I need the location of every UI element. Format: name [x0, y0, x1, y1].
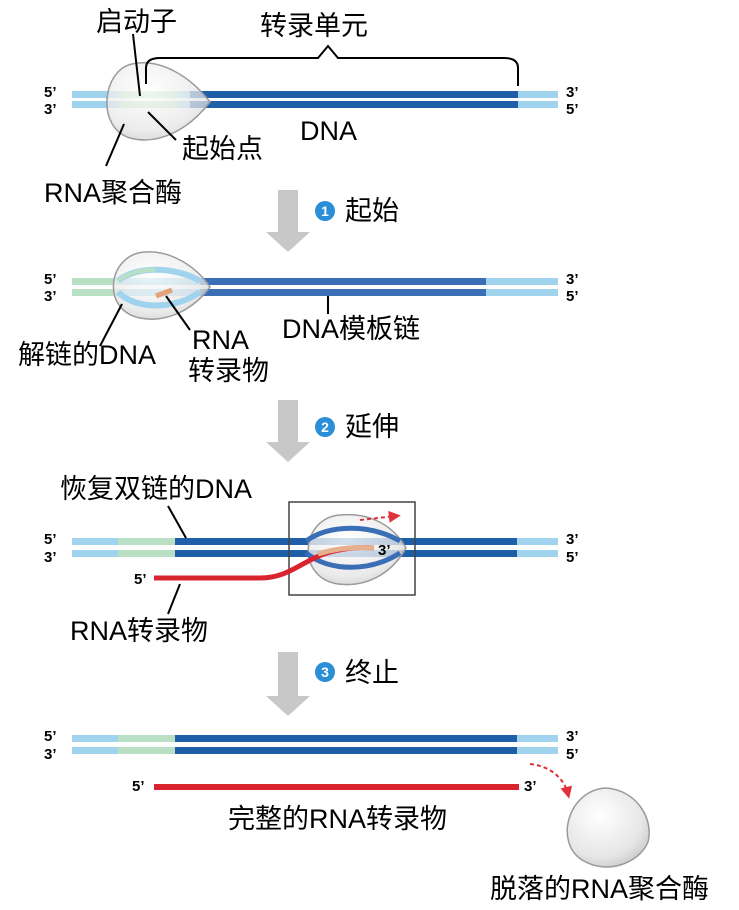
strand-end-3-top: 3’	[566, 728, 579, 745]
stage-termination: 5’ 3’ 完整的RNA转录物 脱落的RNA聚合酶 5’ 3’ 3’ 5’	[44, 728, 709, 904]
transcription-bubble	[304, 525, 402, 544]
transcription-unit-label: 转录单元	[260, 11, 368, 41]
stage-binding: 启动子 转录单元 起始点 DNA RNA聚合酶 5’ 3’ 3’ 5’	[44, 7, 579, 208]
strand-end-3-top: 3’	[566, 271, 579, 288]
step-3-number: 3	[321, 664, 329, 680]
strand-end-3-bottom: 3’	[44, 288, 57, 305]
dna-duplex-2	[72, 278, 558, 296]
transcript-end-3: 3’	[524, 778, 537, 795]
step-1-label: 起始	[345, 196, 399, 226]
step-2-number: 2	[321, 419, 329, 435]
promoter-label: 启动子	[96, 7, 177, 37]
rna-transcript-label-line1: RNA	[192, 325, 249, 355]
strand-end-5-top: 5’	[44, 271, 57, 288]
step-3-termination: 3 终止	[266, 652, 399, 716]
strand-end-3-top: 3’	[566, 84, 579, 101]
strand-end-3-bottom: 3’	[44, 746, 57, 763]
zoom-box	[288, 501, 416, 596]
step-3-label: 终止	[345, 658, 399, 688]
strand-end-3-bottom: 3’	[44, 101, 57, 118]
template-strand-label: DNA模板链	[282, 314, 420, 344]
strand-end-5-right: 5’	[566, 746, 579, 763]
rna-polymerase-label: RNA聚合酶	[44, 178, 182, 208]
rna-polymerase-1	[106, 62, 211, 141]
down-arrow-icon	[266, 400, 310, 462]
rna-transcript-label: RNA转录物	[70, 616, 208, 646]
strand-end-5-top: 5’	[44, 84, 57, 101]
step-1-initiation: 1 起始	[266, 190, 399, 252]
step-2-elongation: 2 延伸	[266, 400, 399, 462]
unwound-strand-bottom	[115, 289, 202, 309]
strand-end-3-top: 3’	[566, 531, 579, 548]
strand-end-5-right: 5’	[566, 101, 579, 118]
dna-label: DNA	[300, 116, 357, 146]
transcript-end-5: 5’	[132, 778, 145, 795]
stage-initiation: 解链的DNA RNA 转录物 DNA模板链 5’ 3’ 3’ 5’	[18, 251, 579, 386]
transcript-end-3: 3’	[378, 542, 391, 559]
down-arrow-icon	[266, 190, 310, 252]
rna-transcript-short	[155, 287, 173, 299]
strand-end-5-top: 5’	[44, 728, 57, 745]
direction-arrow-icon	[359, 510, 401, 523]
rewound-dna-label: 恢复双链的DNA	[60, 474, 252, 504]
complete-rna-transcript	[154, 784, 519, 790]
transcript-end-5: 5’	[134, 571, 147, 588]
unwound-dna-label: 解链的DNA	[18, 340, 156, 370]
dna-duplex-4	[72, 735, 558, 754]
step-2-label: 延伸	[345, 412, 399, 442]
stage-elongation: 恢复双链的DNA RNA转录物 3’ 5’ 5’ 3’ 3’ 5’	[44, 474, 579, 646]
strand-end-5-top: 5’	[44, 531, 57, 548]
strand-end-5-right: 5’	[566, 549, 579, 566]
transcription-unit-bracket	[145, 44, 519, 86]
released-polymerase	[566, 787, 650, 868]
rna-polymerase-2	[112, 251, 211, 320]
strand-end-3-bottom: 3’	[44, 549, 57, 566]
complete-transcript-label: 完整的RNA转录物	[228, 804, 447, 834]
start-site-label: 起始点	[182, 134, 263, 164]
step-1-number: 1	[321, 203, 329, 219]
rna-transcript-label-line2: 转录物	[188, 356, 269, 386]
released-polymerase-label: 脱落的RNA聚合酶	[490, 874, 709, 904]
down-arrow-icon	[266, 652, 310, 716]
strand-end-5-right: 5’	[566, 288, 579, 305]
